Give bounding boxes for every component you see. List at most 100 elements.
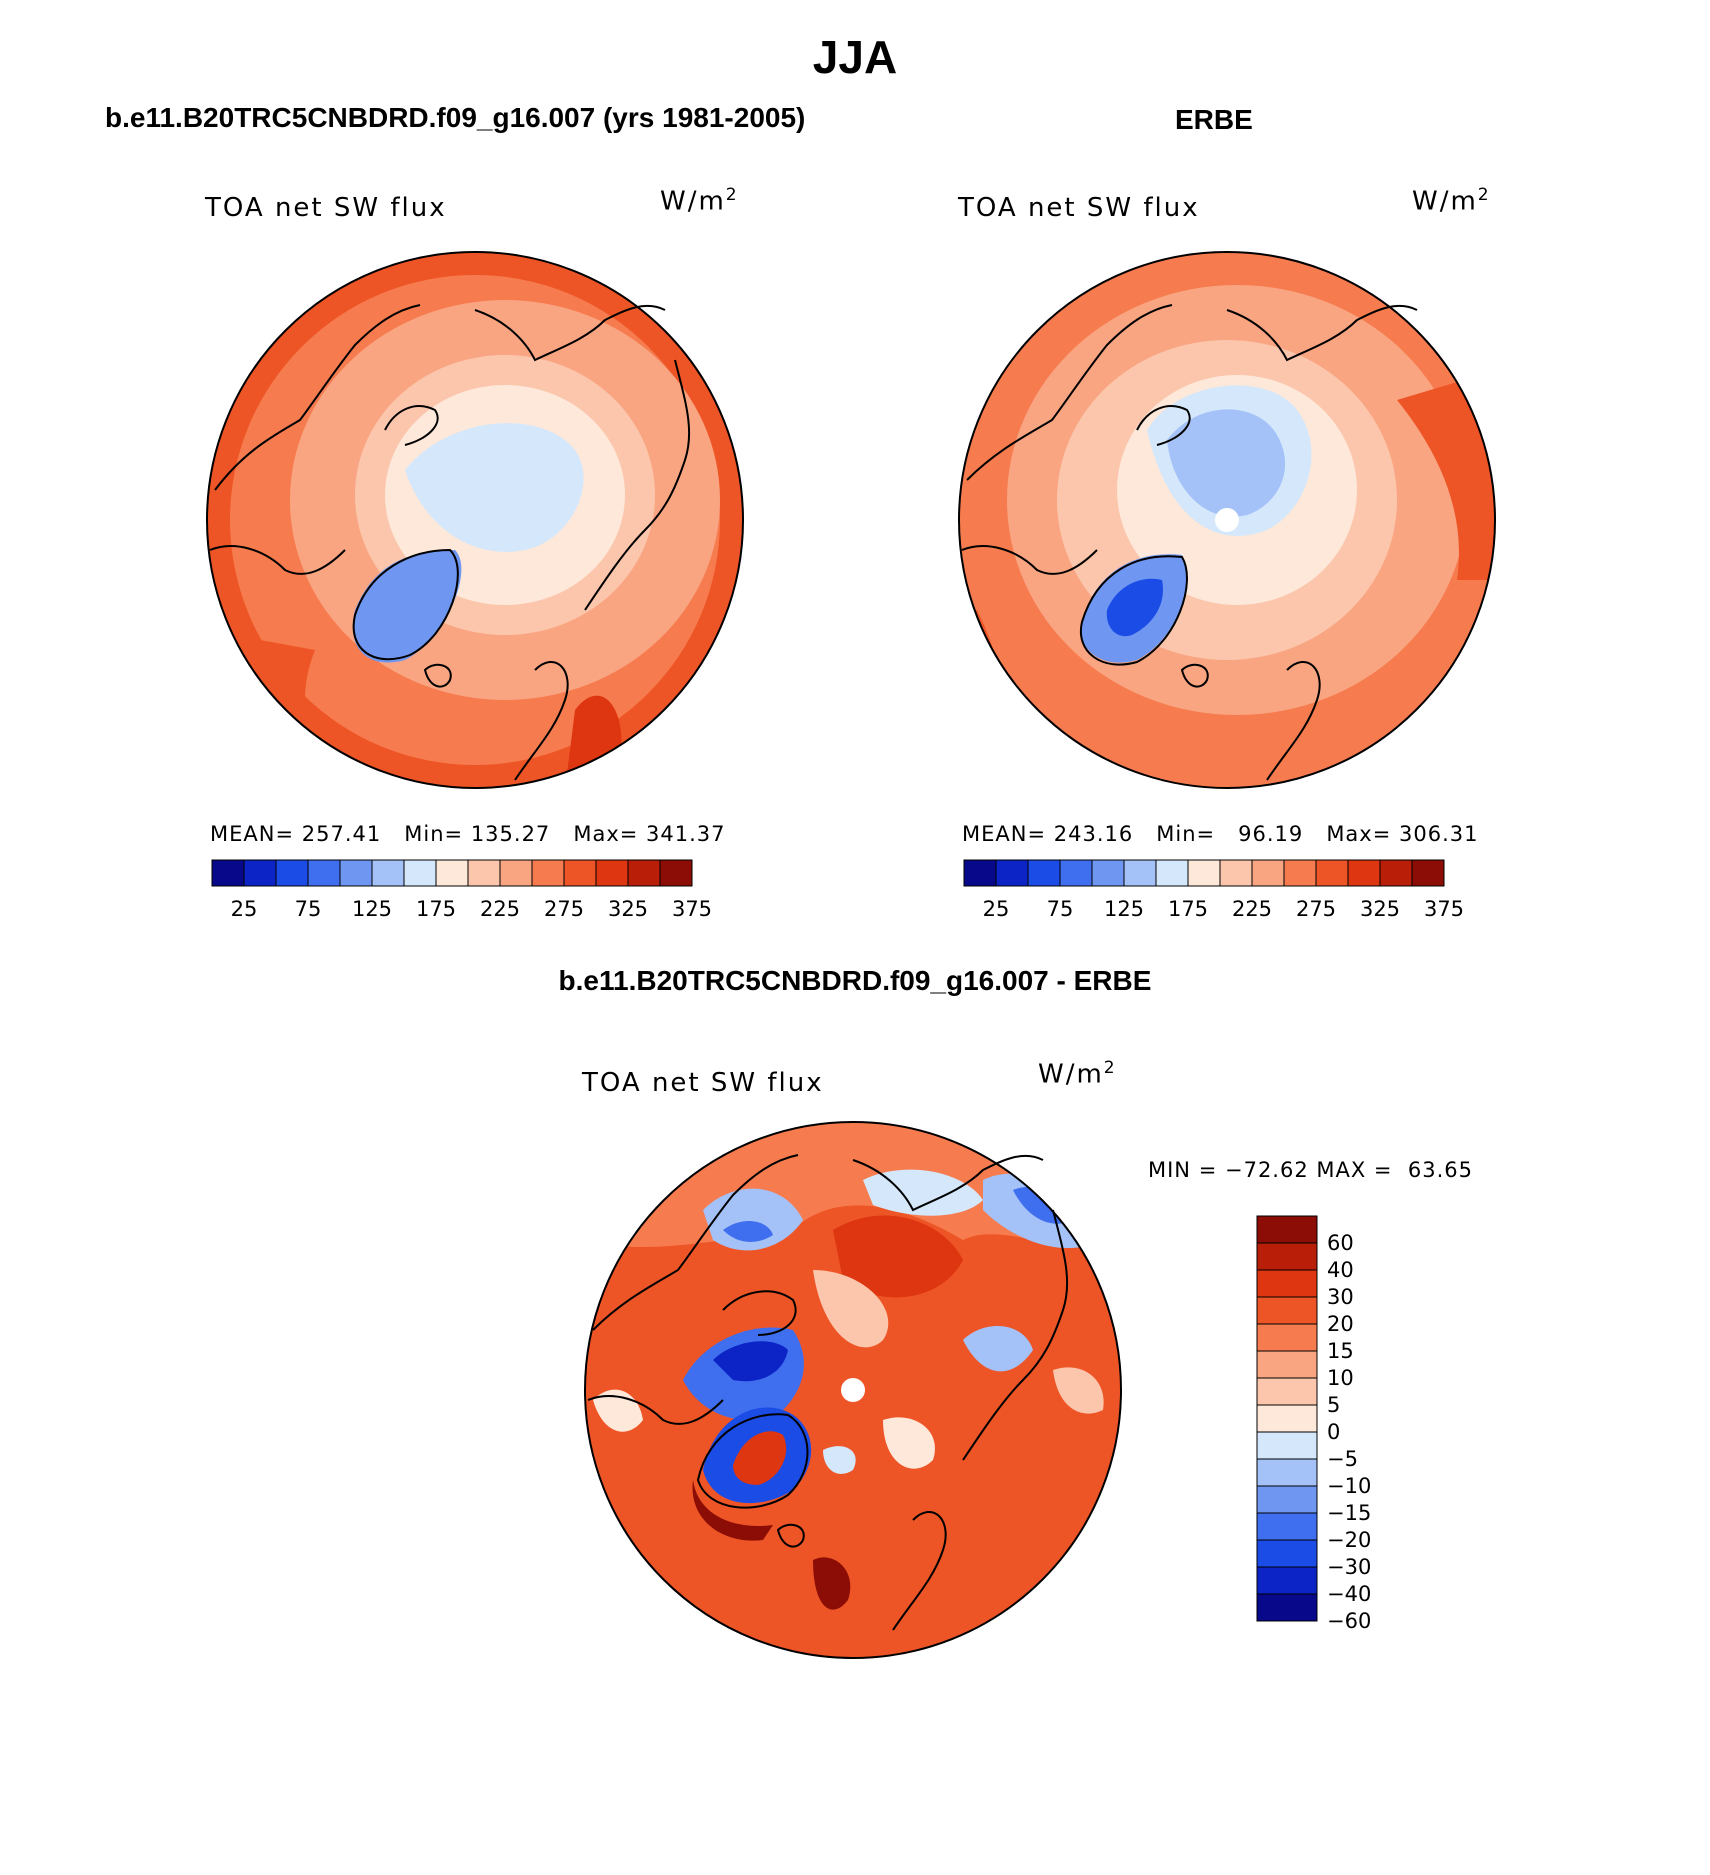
obs-colorbar-box: [1347, 859, 1381, 887]
diff-colorbar-box: [1256, 1566, 1318, 1595]
obs-stats: MEAN= 243.16 Min= 96.19 Max= 306.31: [962, 822, 1479, 846]
obs-polar-map: [958, 251, 1496, 789]
diff-colorbar-box: [1256, 1593, 1318, 1622]
obs-colorbar: 25 75 125 175 225 275 325 375: [963, 859, 1464, 921]
model-map-boundary: [206, 251, 744, 789]
diff-colorbar-box: [1256, 1539, 1318, 1568]
obs-colorbar-box: [1059, 859, 1093, 887]
obs-colorbar-label: 75: [1047, 897, 1074, 921]
obs-colorbar-box: [1251, 859, 1285, 887]
diff-colorbar-labels: 60 40 30 20 15 10 5 0 −5 −10 −15 −20 −30 −40 −60: [1327, 1231, 1371, 1633]
diff-minmax: MIN = −72.62 MAX = 63.65: [1148, 1158, 1474, 1182]
model-colorbar-box: [339, 859, 373, 887]
obs-colorbar-box: [1027, 859, 1061, 887]
model-colorbar-label: 225: [480, 897, 520, 921]
model-stats: MEAN= 257.41 Min= 135.27 Max= 341.37: [210, 822, 726, 846]
obs-colorbar-label: 225: [1232, 897, 1272, 921]
model-colorbar-label: 325: [608, 897, 648, 921]
model-colorbar-box: [563, 859, 597, 887]
model-colorbar-box: [371, 859, 405, 887]
model-variable-label: TOA net SW flux: [205, 193, 447, 223]
model-colorbar-label: 175: [416, 897, 456, 921]
obs-colorbar-label: 375: [1424, 897, 1464, 921]
obs-colorbar-label: 175: [1168, 897, 1208, 921]
model-colorbar-box: [659, 859, 693, 887]
diff-coastlines: [587, 1154, 1069, 1631]
model-colorbar-box: [531, 859, 565, 887]
obs-colorbar-label: 25: [983, 897, 1010, 921]
model-colorbar-label: 125: [352, 897, 392, 921]
obs-colorbar-box: [1219, 859, 1253, 887]
obs-colorbar-box: [963, 859, 997, 887]
diff-colorbar-box: [1256, 1377, 1318, 1406]
diff-colorbar-label: 40: [1327, 1258, 1354, 1282]
diff-colorbar-label: −20: [1327, 1528, 1371, 1552]
obs-colorbar-label: 325: [1360, 897, 1400, 921]
diff-colorbar-label: −15: [1327, 1501, 1371, 1525]
obs-colorbar-label: 275: [1296, 897, 1336, 921]
obs-coastlines: [961, 304, 1418, 781]
diff-colorbar-box: [1256, 1296, 1318, 1325]
diff-colorbar-box: [1256, 1458, 1318, 1487]
diff-colorbar-label: −40: [1327, 1582, 1371, 1606]
diff-polar-map: [584, 1121, 1122, 1659]
diff-colorbar-box: [1256, 1242, 1318, 1271]
diff-colorbar-box: [1256, 1512, 1318, 1541]
diff-colorbar-box: [1256, 1269, 1318, 1298]
model-colorbar-box: [307, 859, 341, 887]
diff-panel-title: b.e11.B20TRC5CNBDRD.f09_g16.007 - ERBE: [558, 965, 1152, 996]
model-colorbar: 25 75 125 175 225 275 325 375: [211, 859, 712, 921]
model-colorbar-label: 75: [295, 897, 322, 921]
diff-colorbar-label: 20: [1327, 1312, 1354, 1336]
model-colorbar-boxes: [211, 859, 693, 887]
diff-colorbar-label: −30: [1327, 1555, 1371, 1579]
obs-colorbar-box: [1283, 859, 1317, 887]
diff-colorbar-label: 15: [1327, 1339, 1354, 1363]
diff-units-label: W/m2: [1038, 1058, 1117, 1090]
obs-colorbar-box: [1379, 859, 1413, 887]
obs-colorbar-box: [995, 859, 1029, 887]
diff-colorbar-label: −5: [1327, 1447, 1358, 1471]
model-polar-map: [206, 251, 744, 789]
obs-colorbar-box: [1091, 859, 1125, 887]
diff-colorbar-label: 0: [1327, 1420, 1340, 1444]
diff-colorbar-box: [1256, 1350, 1318, 1379]
obs-colorbar-box: [1411, 859, 1445, 887]
obs-colorbar-boxes: [963, 859, 1445, 887]
model-colorbar-box: [243, 859, 277, 887]
obs-colorbar-box: [1187, 859, 1221, 887]
model-panel-title: b.e11.B20TRC5CNBDRD.f09_g16.007 (yrs 198…: [105, 102, 806, 133]
model-coastlines: [209, 304, 691, 781]
model-colorbar-box: [499, 859, 533, 887]
diff-colorbar-box: [1256, 1404, 1318, 1433]
diff-pole-hole: [841, 1378, 865, 1402]
diff-colorbar-label: 10: [1327, 1366, 1354, 1390]
obs-colorbar-box: [1123, 859, 1157, 887]
diff-colorbar-box: [1256, 1323, 1318, 1352]
obs-variable-label: TOA net SW flux: [958, 193, 1200, 223]
diff-colorbar-boxes: [1256, 1215, 1318, 1622]
diff-colorbar: 60 40 30 20 15 10 5 0 −5 −10 −15 −20 −30 −40 −60: [1256, 1215, 1371, 1633]
obs-map-boundary: [958, 251, 1496, 789]
model-colorbar-box: [595, 859, 629, 887]
obs-panel-title: ERBE: [1175, 104, 1253, 135]
model-colorbar-box: [435, 859, 469, 887]
diff-variable-label: TOA net SW flux: [582, 1068, 824, 1098]
obs-pole-hole: [1215, 508, 1239, 532]
model-colorbar-box: [467, 859, 501, 887]
model-units-label: W/m2: [660, 185, 739, 217]
model-colorbar-box: [211, 859, 245, 887]
diff-colorbar-label: 60: [1327, 1231, 1354, 1255]
diff-colorbar-box: [1256, 1215, 1318, 1244]
main-title: JJA: [812, 31, 898, 83]
diff-colorbar-label: 5: [1327, 1393, 1340, 1417]
diff-colorbar-box: [1256, 1485, 1318, 1514]
obs-units-label: W/m2: [1412, 185, 1491, 217]
diff-map-boundary: [584, 1121, 1122, 1659]
model-colorbar-box: [403, 859, 437, 887]
diff-colorbar-box: [1256, 1431, 1318, 1460]
model-colorbar-box: [275, 859, 309, 887]
model-colorbar-label: 25: [231, 897, 258, 921]
model-colorbar-labels: 25 75 125 175 225 275 325 375: [231, 897, 712, 921]
diff-colorbar-label: 30: [1327, 1285, 1354, 1309]
